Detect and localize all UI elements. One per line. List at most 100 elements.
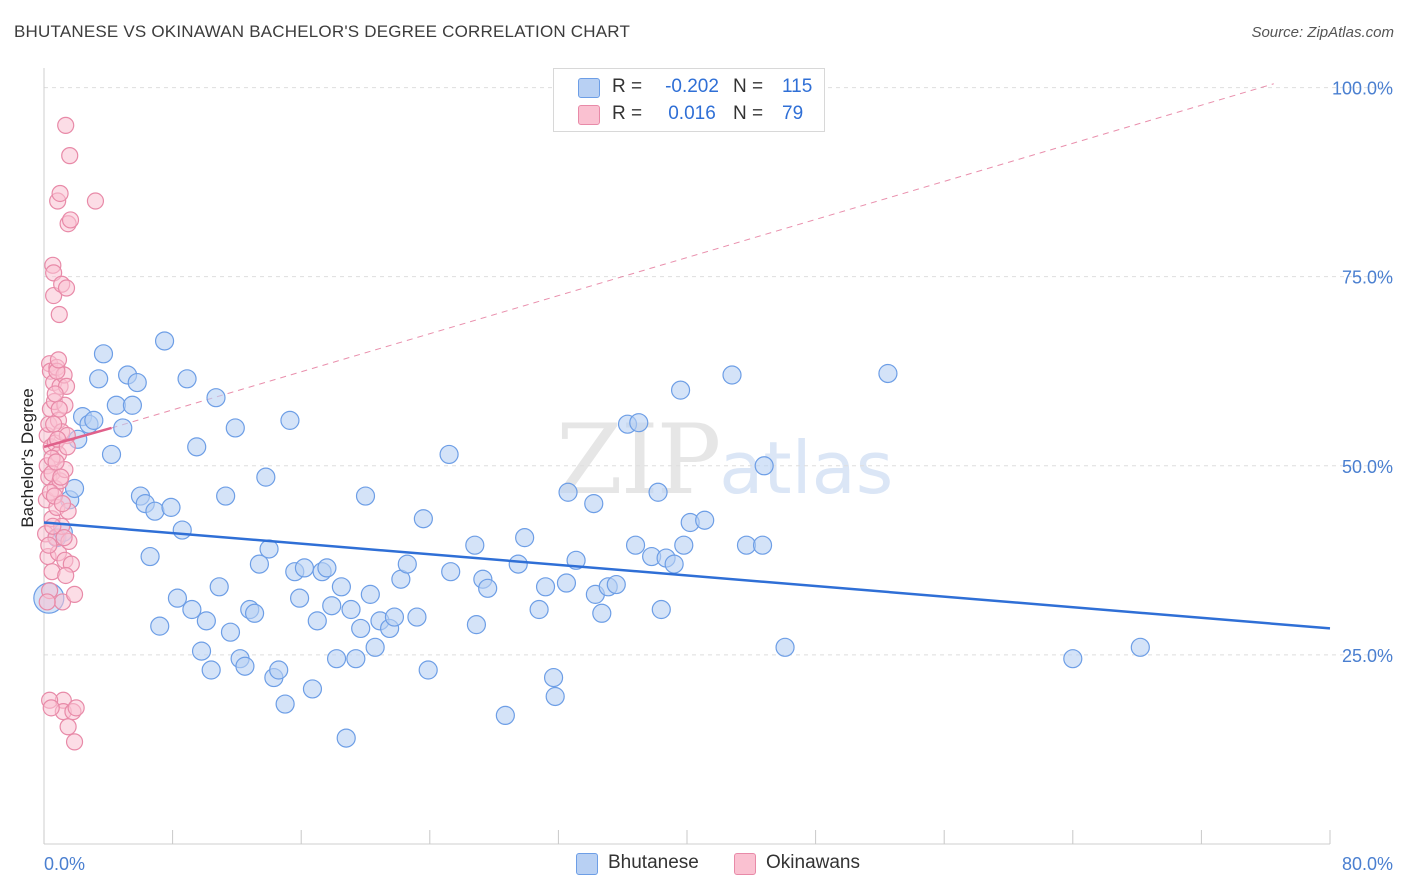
bhutanese-point (145, 501, 165, 521)
bhutanese-trend-line (43, 521, 1331, 630)
okinawans-point (50, 400, 68, 418)
y-tick-label: 25.0% (1342, 646, 1393, 666)
bhutanese-point (674, 535, 694, 555)
bhutanese-point (275, 694, 295, 714)
bottom-legend-swatch-okinawans (734, 853, 756, 875)
bhutanese-point (187, 437, 207, 457)
chart-title: BHUTANESE VS OKINAWAN BACHELOR'S DEGREE … (14, 22, 631, 41)
okinawans-trend-dashed (111, 83, 1274, 429)
okinawans-point (58, 438, 76, 456)
legend-swatch-bhutanese (578, 78, 600, 98)
okinawans-point (65, 585, 84, 603)
bhutanese-point (545, 686, 565, 707)
bhutanese-point (84, 410, 104, 430)
bhutanese-point (249, 554, 270, 574)
bhutanese-point (384, 607, 405, 627)
okinawans-point (49, 351, 68, 369)
okinawans-point (55, 529, 73, 547)
okinawans-point (46, 385, 64, 403)
bhutanese-point (209, 577, 229, 597)
okinawans-point (51, 184, 69, 203)
legend-r-label: R = (612, 103, 643, 124)
okinawans-point (65, 733, 84, 751)
bhutanese-point (154, 331, 175, 351)
bhutanese-point (302, 679, 323, 699)
bhutanese-point (182, 599, 202, 620)
bhutanese-point (722, 365, 742, 385)
bhutanese-point (101, 444, 122, 465)
bhutanese-point (220, 622, 241, 642)
bhutanese-point (651, 599, 671, 620)
okinawans-point (57, 116, 75, 134)
bhutanese-point (256, 467, 276, 487)
bhutanese-point (441, 562, 461, 582)
bhutanese-point (495, 705, 515, 726)
y-tick-label: 75.0% (1342, 268, 1393, 288)
bhutanese-point (695, 510, 715, 530)
bhutanese-point (625, 535, 646, 555)
bhutanese-point (341, 599, 361, 620)
bhutanese-point (535, 577, 556, 597)
bhutanese-point (360, 584, 380, 604)
bhutanese-point (244, 603, 265, 623)
bhutanese-point (606, 574, 626, 595)
legend-r-value: 0.016 (668, 103, 716, 124)
bhutanese-point (172, 520, 192, 540)
bhutanese-point (150, 616, 170, 636)
bhutanese-point (648, 482, 668, 502)
bhutanese-point (336, 728, 356, 748)
bhutanese-point (322, 596, 342, 616)
legend-swatch-okinawans (578, 105, 600, 125)
bhutanese-point (106, 395, 126, 415)
bhutanese-point (413, 509, 433, 529)
bhutanese-point (317, 558, 337, 578)
bottom-legend-label-bhutanese: Bhutanese (608, 852, 699, 873)
bhutanese-point (543, 667, 564, 688)
bottom-legend-label-okinawans: Okinawans (766, 852, 860, 873)
bhutanese-point (465, 535, 485, 555)
bhutanese-point (1063, 649, 1083, 669)
okinawans-point (86, 192, 105, 210)
legend-r-label: R = (612, 76, 643, 97)
okinawans-point (47, 453, 65, 471)
bhutanese-point (754, 456, 774, 476)
bhutanese-point (167, 588, 188, 608)
y-tick-label: 50.0% (1342, 457, 1393, 477)
bhutanese-point (280, 410, 300, 430)
bhutanese-point (736, 535, 757, 555)
bhutanese-point (629, 413, 649, 433)
bhutanese-point (752, 535, 773, 555)
okinawans-point (40, 536, 58, 554)
bhutanese-point (206, 388, 226, 408)
bottom-legend-swatch-bhutanese (576, 853, 598, 875)
bhutanese-point (289, 588, 310, 608)
y-tick-label: 100.0% (1332, 79, 1393, 99)
okinawans-point (52, 468, 70, 486)
legend-n-label: N = (733, 76, 764, 97)
okinawans-trend-solid (43, 426, 112, 449)
okinawans-point (61, 211, 80, 229)
bhutanese-point (664, 554, 684, 574)
bhutanese-point (439, 444, 459, 465)
okinawans-point (38, 593, 56, 611)
bhutanese-point (113, 418, 133, 438)
bhutanese-point (89, 369, 109, 389)
bhutanese-point (878, 363, 898, 384)
bhutanese-point (346, 649, 366, 669)
bhutanese-point (508, 554, 528, 574)
bhutanese-point (216, 486, 236, 506)
bhutanese-point (515, 528, 535, 548)
legend-n-value: 79 (782, 103, 804, 124)
source-credit: Source: ZipAtlas.com (1251, 24, 1394, 41)
bhutanese-point (1130, 637, 1150, 657)
bhutanese-point (307, 611, 327, 631)
bhutanese-point (225, 418, 245, 438)
okinawans-point (59, 718, 77, 736)
okinawans-point (53, 495, 72, 513)
bhutanese-point (466, 615, 487, 635)
okinawans-point (57, 566, 75, 585)
bhutanese-point (191, 641, 212, 661)
bhutanese-point (365, 637, 385, 657)
okinawans-point (67, 699, 85, 717)
